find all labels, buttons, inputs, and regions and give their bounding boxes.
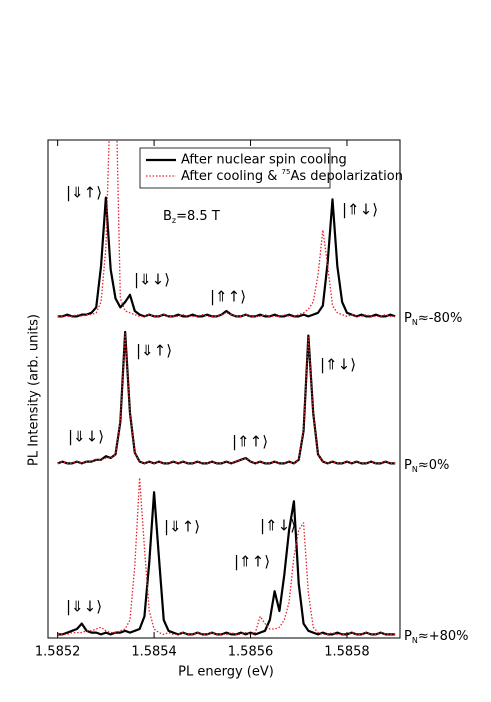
legend-label: After nuclear spin cooling	[181, 153, 347, 168]
spectrum-line	[57, 140, 396, 318]
legend-label: After cooling & 75As depolarization	[181, 168, 403, 184]
state-label: |⇑↑⟩	[210, 288, 246, 306]
polarization-label-part: P	[404, 458, 412, 473]
state-label: |⇑↓⟩	[342, 201, 378, 219]
field-label-part: B	[163, 209, 172, 224]
legend-label-part: As depolarization	[290, 169, 402, 184]
spectrum-line	[57, 333, 396, 465]
polarization-label-part: ≈0%	[418, 458, 450, 473]
polarization-label-part: ≈+80%	[418, 629, 469, 644]
state-label: |⇓↑⟩	[136, 342, 172, 360]
state-label: |⇑↑⟩	[234, 553, 270, 571]
spectrum-line	[57, 330, 396, 465]
y-axis-label: PL Intensity (arb. units)	[27, 314, 42, 466]
x-tick-label: 1.5854	[131, 645, 177, 660]
x-axis-label: PL energy (eV)	[178, 665, 274, 680]
legend-label-part: 75	[282, 168, 291, 176]
polarization-label-part: N	[412, 318, 418, 327]
x-tick-label: 1.5858	[324, 645, 370, 660]
field-label-part: =8.5 T	[176, 209, 220, 224]
field-label: Bz=8.5 T	[163, 209, 220, 225]
polarization-label: PN≈-80%	[404, 311, 462, 327]
state-label: |⇓↓⟩	[66, 598, 102, 616]
polarization-label: PN≈0%	[404, 458, 449, 474]
polarization-label-part: ≈-80%	[418, 311, 462, 326]
x-tick-label: 1.5856	[228, 645, 274, 660]
state-label: |⇑↑⟩	[232, 433, 268, 451]
curves	[57, 140, 396, 636]
state-label: |⇓↑⟩	[164, 518, 200, 536]
polarization-label-part: P	[404, 629, 412, 644]
spectrum-line	[57, 477, 396, 636]
state-label: |⇑↓⟩	[320, 356, 356, 374]
state-label: |⇓↑⟩	[66, 184, 102, 202]
polarization-label-part: N	[412, 636, 418, 645]
spectrum-line	[57, 491, 396, 636]
state-label: |⇓↓⟩	[68, 428, 104, 446]
polarization-label: PN≈+80%	[404, 629, 469, 645]
state-label: |⇓↓⟩	[134, 271, 170, 289]
legend-label-part: After cooling &	[181, 169, 282, 184]
polarization-label-part: P	[404, 311, 412, 326]
state-label: |⇑↓⟩	[260, 517, 296, 535]
x-tick-label: 1.5852	[35, 645, 81, 660]
field-label-part: z	[172, 216, 176, 225]
legend-box	[139, 147, 331, 189]
plot-frame	[47, 139, 401, 639]
polarization-label-part: N	[412, 465, 418, 474]
spectrum-line	[57, 196, 396, 318]
